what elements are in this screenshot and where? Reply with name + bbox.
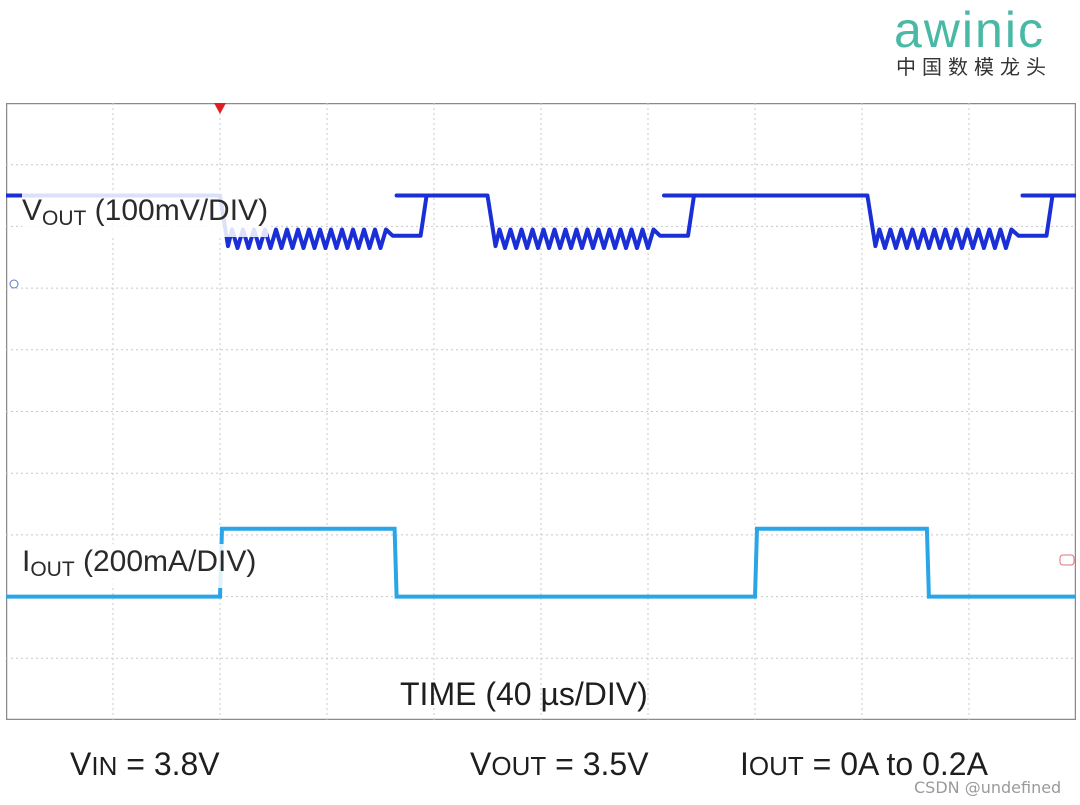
iout-trace-label: IOUT (200mA/DIV) bbox=[22, 544, 257, 588]
condition-vin: VIN = 3.8V bbox=[70, 743, 220, 787]
watermark: CSDN @undefined bbox=[914, 778, 1062, 797]
vout-trace-label: VOUT (100mV/DIV) bbox=[22, 193, 269, 237]
trigger-marker-icon bbox=[214, 103, 226, 114]
vout-label-scale: (100mV/DIV) bbox=[86, 194, 269, 227]
scope-grid bbox=[6, 103, 1076, 720]
iout-label-sub: OUT bbox=[30, 558, 75, 581]
iout-value: = 0A to 0.2A bbox=[803, 746, 988, 782]
logo-wordmark: awinic bbox=[894, 2, 1045, 58]
channel-1-ground-marker-icon bbox=[9, 279, 19, 289]
logo-tagline: 中国数模龙头 bbox=[896, 55, 1052, 79]
vout-sub: OUT bbox=[491, 751, 547, 781]
iout-label-main: I bbox=[22, 545, 31, 578]
vout-trace bbox=[6, 193, 1076, 250]
vout-main: V bbox=[470, 746, 492, 782]
condition-vout: VOUT = 3.5V bbox=[470, 743, 649, 787]
vout-label-main: V bbox=[22, 194, 43, 227]
vout-label-sub: OUT bbox=[42, 207, 87, 230]
vout-value: = 3.5V bbox=[546, 746, 649, 782]
condition-iout: IOUT = 0A to 0.2A bbox=[740, 743, 988, 787]
vin-value: = 3.8V bbox=[117, 746, 220, 782]
channel-a-marker-icon bbox=[1059, 554, 1075, 566]
vin-main: V bbox=[70, 746, 92, 782]
iout-sub: OUT bbox=[748, 751, 804, 781]
x-axis-label: TIME (40 µs/DIV) bbox=[400, 676, 648, 712]
iout-main: I bbox=[740, 746, 749, 782]
vin-sub: IN bbox=[91, 751, 118, 781]
awinic-logo: awinic 中国数模龙头 bbox=[890, 2, 1080, 82]
iout-label-scale: (200mA/DIV) bbox=[74, 545, 257, 578]
